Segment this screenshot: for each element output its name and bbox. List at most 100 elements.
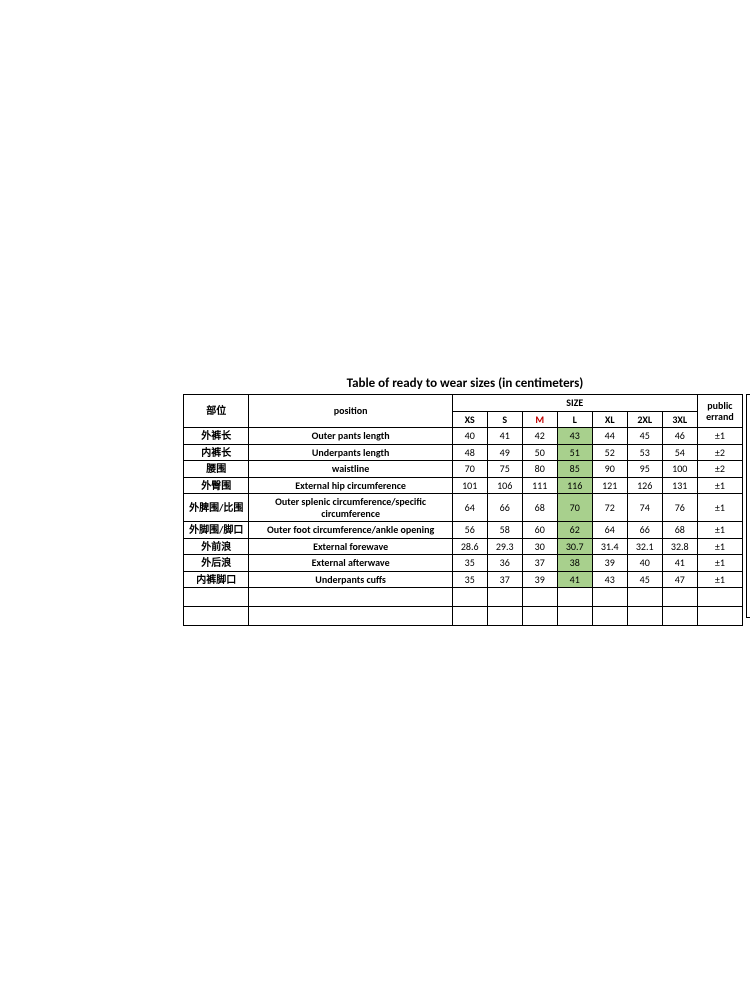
cell-value: 30: [522, 538, 557, 555]
cell-value: 28.6: [452, 538, 487, 555]
cell-errand: ±1: [697, 571, 742, 588]
cell-value: 39: [522, 571, 557, 588]
size-col-2xl: 2XL: [627, 411, 662, 428]
size-table: 部位 position SIZE public errand XS S M L …: [183, 394, 743, 626]
cell-position: Outer foot circumference/ankle opening: [249, 522, 452, 539]
cell-value: 76: [662, 494, 697, 522]
cell-value: 37: [522, 555, 557, 572]
cell-value: 41: [557, 571, 592, 588]
cell-empty: [522, 588, 557, 607]
cell-value: 52: [592, 444, 627, 461]
cell-value: 90: [592, 461, 627, 478]
table-row: 外裤长Outer pants length40414243444546±1: [184, 428, 743, 445]
size-col-xs: XS: [452, 411, 487, 428]
cell-empty: [592, 588, 627, 607]
cell-value: 31.4: [592, 538, 627, 555]
header-position: position: [249, 395, 452, 428]
table-empty-row: [184, 607, 743, 626]
table-body: 外裤长Outer pants length40414243444546±1内裤长…: [184, 428, 743, 626]
cell-empty: [487, 607, 522, 626]
cell-empty: [452, 607, 487, 626]
cell-value: 43: [592, 571, 627, 588]
cell-empty: [522, 607, 557, 626]
cell-empty: [249, 588, 452, 607]
cell-cn: 内裤脚口: [184, 571, 249, 588]
cell-value: 53: [627, 444, 662, 461]
cell-value: 101: [452, 477, 487, 494]
cell-value: 64: [592, 522, 627, 539]
cell-position: External hip circumference: [249, 477, 452, 494]
cell-value: 42: [522, 428, 557, 445]
header-size-group: SIZE: [452, 395, 697, 412]
cell-empty: [184, 588, 249, 607]
cell-empty: [592, 607, 627, 626]
cell-value: 126: [627, 477, 662, 494]
table-row: 外后浪External afterwave35363738394041±1: [184, 555, 743, 572]
cell-value: 48: [452, 444, 487, 461]
cell-value: 80: [522, 461, 557, 478]
cell-empty: [697, 588, 742, 607]
cell-empty: [662, 607, 697, 626]
table-empty-row: [184, 588, 743, 607]
cell-value: 36: [487, 555, 522, 572]
cell-value: 47: [662, 571, 697, 588]
cell-errand: ±1: [697, 555, 742, 572]
header-cn: 部位: [184, 395, 249, 428]
cell-position: External afterwave: [249, 555, 452, 572]
cell-position: Outer pants length: [249, 428, 452, 445]
cell-value: 62: [557, 522, 592, 539]
cell-cn: 外臀围: [184, 477, 249, 494]
cell-value: 32.8: [662, 538, 697, 555]
size-col-m: M: [522, 411, 557, 428]
cell-value: 41: [487, 428, 522, 445]
cell-errand: ±1: [697, 477, 742, 494]
cell-value: 37: [487, 571, 522, 588]
cell-value: 45: [627, 428, 662, 445]
cell-value: 106: [487, 477, 522, 494]
cell-value: 35: [452, 571, 487, 588]
table-row: 内裤长Underpants length48495051525354±2: [184, 444, 743, 461]
cell-position: Underpants length: [249, 444, 452, 461]
cell-value: 75: [487, 461, 522, 478]
cell-value: 49: [487, 444, 522, 461]
cell-cn: 外裤长: [184, 428, 249, 445]
cell-empty: [184, 607, 249, 626]
cell-position: Underpants cuffs: [249, 571, 452, 588]
cell-empty: [662, 588, 697, 607]
cell-empty: [557, 588, 592, 607]
cell-value: 29.3: [487, 538, 522, 555]
table-head: 部位 position SIZE public errand XS S M L …: [184, 395, 743, 428]
cell-position: waistline: [249, 461, 452, 478]
size-col-3xl: 3XL: [662, 411, 697, 428]
cell-value: 70: [557, 494, 592, 522]
cell-errand: ±1: [697, 428, 742, 445]
cell-empty: [627, 588, 662, 607]
cell-errand: ±2: [697, 461, 742, 478]
cell-value: 51: [557, 444, 592, 461]
right-fragment-border: [746, 394, 750, 618]
table-row: 外脾围/比围Outer splenic circumference/specif…: [184, 494, 743, 522]
cell-empty: [557, 607, 592, 626]
cell-errand: ±2: [697, 444, 742, 461]
cell-empty: [452, 588, 487, 607]
cell-errand: ±1: [697, 494, 742, 522]
cell-value: 60: [522, 522, 557, 539]
cell-value: 40: [627, 555, 662, 572]
cell-value: 56: [452, 522, 487, 539]
cell-value: 100: [662, 461, 697, 478]
cell-value: 111: [522, 477, 557, 494]
cell-value: 66: [627, 522, 662, 539]
cell-errand: ±1: [697, 522, 742, 539]
table-row: 外脚围/脚口Outer foot circumference/ankle ope…: [184, 522, 743, 539]
cell-value: 38: [557, 555, 592, 572]
cell-value: 44: [592, 428, 627, 445]
cell-value: 41: [662, 555, 697, 572]
cell-cn: 腰围: [184, 461, 249, 478]
cell-value: 72: [592, 494, 627, 522]
cell-value: 32.1: [627, 538, 662, 555]
cell-position: External forewave: [249, 538, 452, 555]
table-row: 外臀围External hip circumference10110611111…: [184, 477, 743, 494]
cell-value: 64: [452, 494, 487, 522]
cell-value: 39: [592, 555, 627, 572]
cell-cn: 外前浪: [184, 538, 249, 555]
